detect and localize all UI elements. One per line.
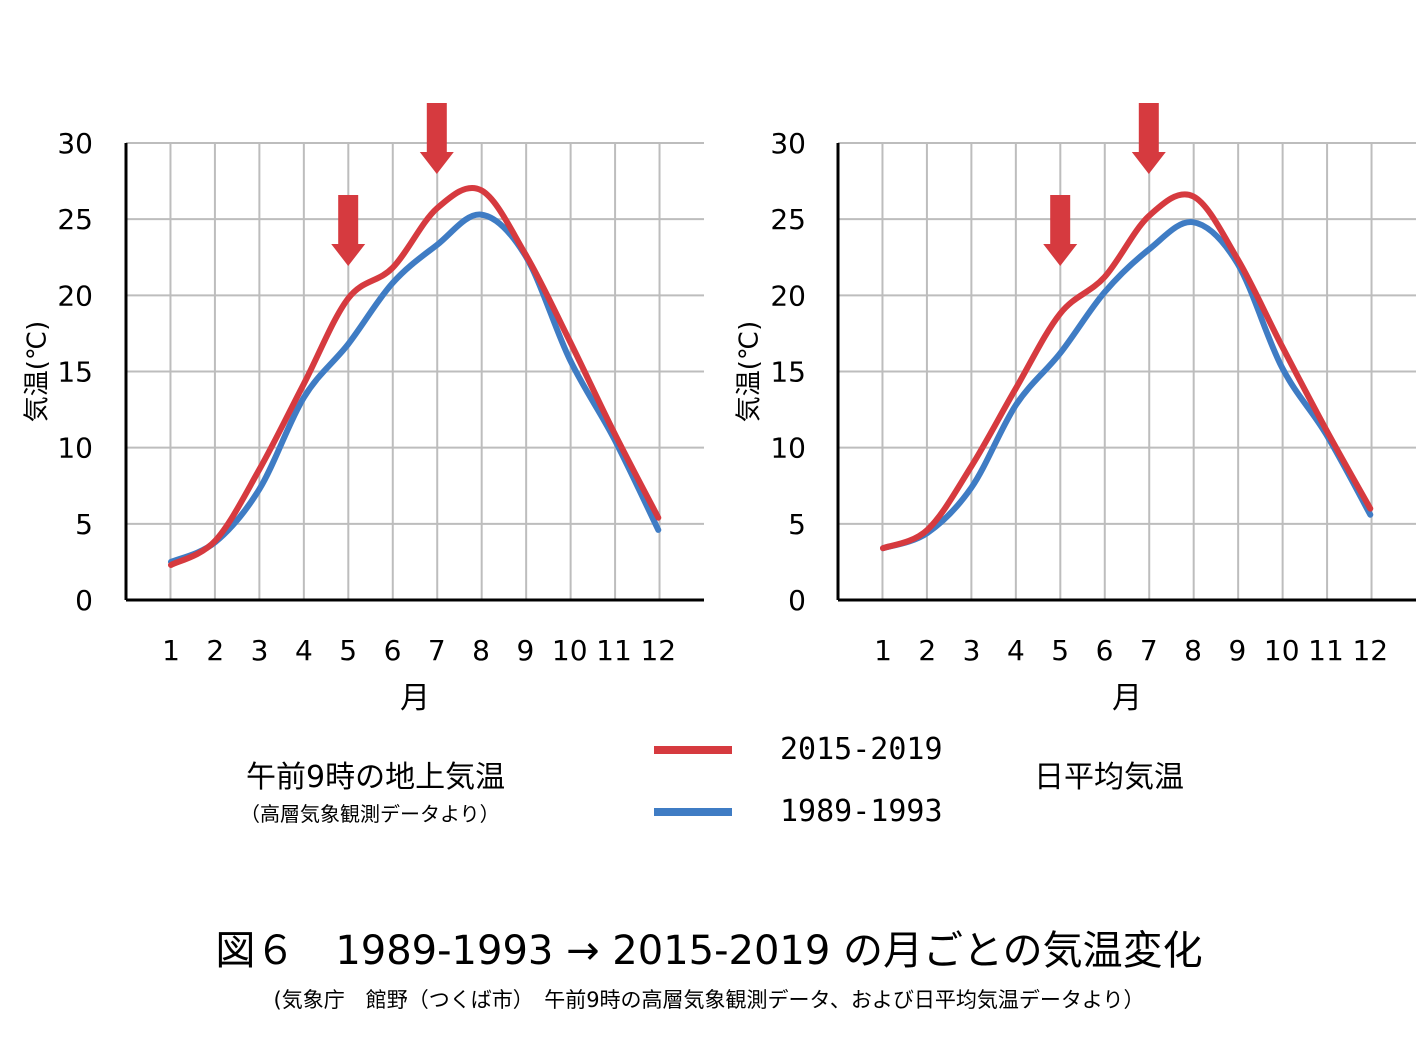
legend-label-1989-1993: 1989-1993 bbox=[780, 794, 943, 829]
x-axis-title: 月 bbox=[400, 681, 430, 716]
legend-label-2015-2019: 2015-2019 bbox=[780, 732, 943, 767]
left-panel-subcaption: （高層気象観測データより） bbox=[240, 802, 500, 826]
x-tick-label: 1 bbox=[162, 634, 180, 667]
down-arrow-icon bbox=[419, 103, 454, 174]
down-arrow-icon bbox=[331, 195, 366, 266]
y-tick-label: 30 bbox=[770, 127, 806, 160]
x-tick-label: 11 bbox=[1308, 634, 1344, 667]
y-tick-label: 0 bbox=[788, 584, 806, 617]
y-tick-label: 15 bbox=[770, 356, 806, 389]
x-tick-label: 2 bbox=[206, 634, 224, 667]
y-tick-label: 0 bbox=[75, 584, 93, 617]
y-tick-label: 5 bbox=[75, 508, 93, 541]
x-tick-label: 10 bbox=[1264, 634, 1300, 667]
figure-title: 図６ 1989-1993 → 2015-2019 の月ごとの気温変化 bbox=[215, 928, 1203, 974]
y-tick-label: 25 bbox=[770, 203, 806, 236]
y-tick-label: 20 bbox=[57, 279, 93, 312]
x-tick-label: 3 bbox=[251, 634, 269, 667]
x-tick-label: 6 bbox=[384, 634, 402, 667]
x-tick-label: 4 bbox=[295, 634, 313, 667]
x-axis-title: 月 bbox=[1112, 681, 1142, 716]
x-tick-label: 1 bbox=[874, 634, 892, 667]
x-tick-label: 2 bbox=[918, 634, 936, 667]
y-tick-label: 15 bbox=[57, 356, 93, 389]
right-panel-caption: 日平均気温 bbox=[1034, 760, 1184, 795]
x-tick-label: 7 bbox=[428, 634, 446, 667]
x-tick-label: 11 bbox=[596, 634, 632, 667]
legend-swatches bbox=[654, 746, 732, 816]
x-tick-label: 9 bbox=[1228, 634, 1246, 667]
y-tick-label: 5 bbox=[788, 508, 806, 541]
y-axis-title: 気温(℃) bbox=[23, 321, 53, 423]
x-tick-label: 9 bbox=[516, 634, 534, 667]
x-tick-label: 5 bbox=[1051, 634, 1069, 667]
y-axis-title: 気温(℃) bbox=[735, 321, 765, 423]
series-line-1989-1993 bbox=[168, 211, 662, 565]
x-tick-label: 5 bbox=[339, 634, 357, 667]
x-tick-label: 7 bbox=[1140, 634, 1158, 667]
x-tick-label: 12 bbox=[1352, 634, 1388, 667]
y-tick-label: 25 bbox=[57, 203, 93, 236]
series-line-1989-1993 bbox=[880, 219, 1374, 552]
y-tick-label: 10 bbox=[770, 432, 806, 465]
y-tick-label: 10 bbox=[57, 432, 93, 465]
x-tick-label: 4 bbox=[1007, 634, 1025, 667]
down-arrow-icon bbox=[1131, 103, 1166, 174]
y-tick-label: 30 bbox=[57, 127, 93, 160]
x-tick-label: 6 bbox=[1096, 634, 1114, 667]
x-tick-label: 8 bbox=[472, 634, 490, 667]
x-tick-label: 3 bbox=[963, 634, 981, 667]
y-tick-label: 20 bbox=[770, 279, 806, 312]
x-tick-label: 12 bbox=[640, 634, 676, 667]
x-tick-label: 8 bbox=[1184, 634, 1202, 667]
series-line-2015-2019 bbox=[168, 185, 662, 568]
x-tick-label: 10 bbox=[552, 634, 588, 667]
figure-source: (気象庁 館野（つくば市） 午前9時の高層気象観測データ、および日平均気温データ… bbox=[273, 988, 1145, 1012]
left-panel-caption: 午前9時の地上気温 bbox=[246, 760, 506, 795]
down-arrow-icon bbox=[1043, 195, 1078, 266]
